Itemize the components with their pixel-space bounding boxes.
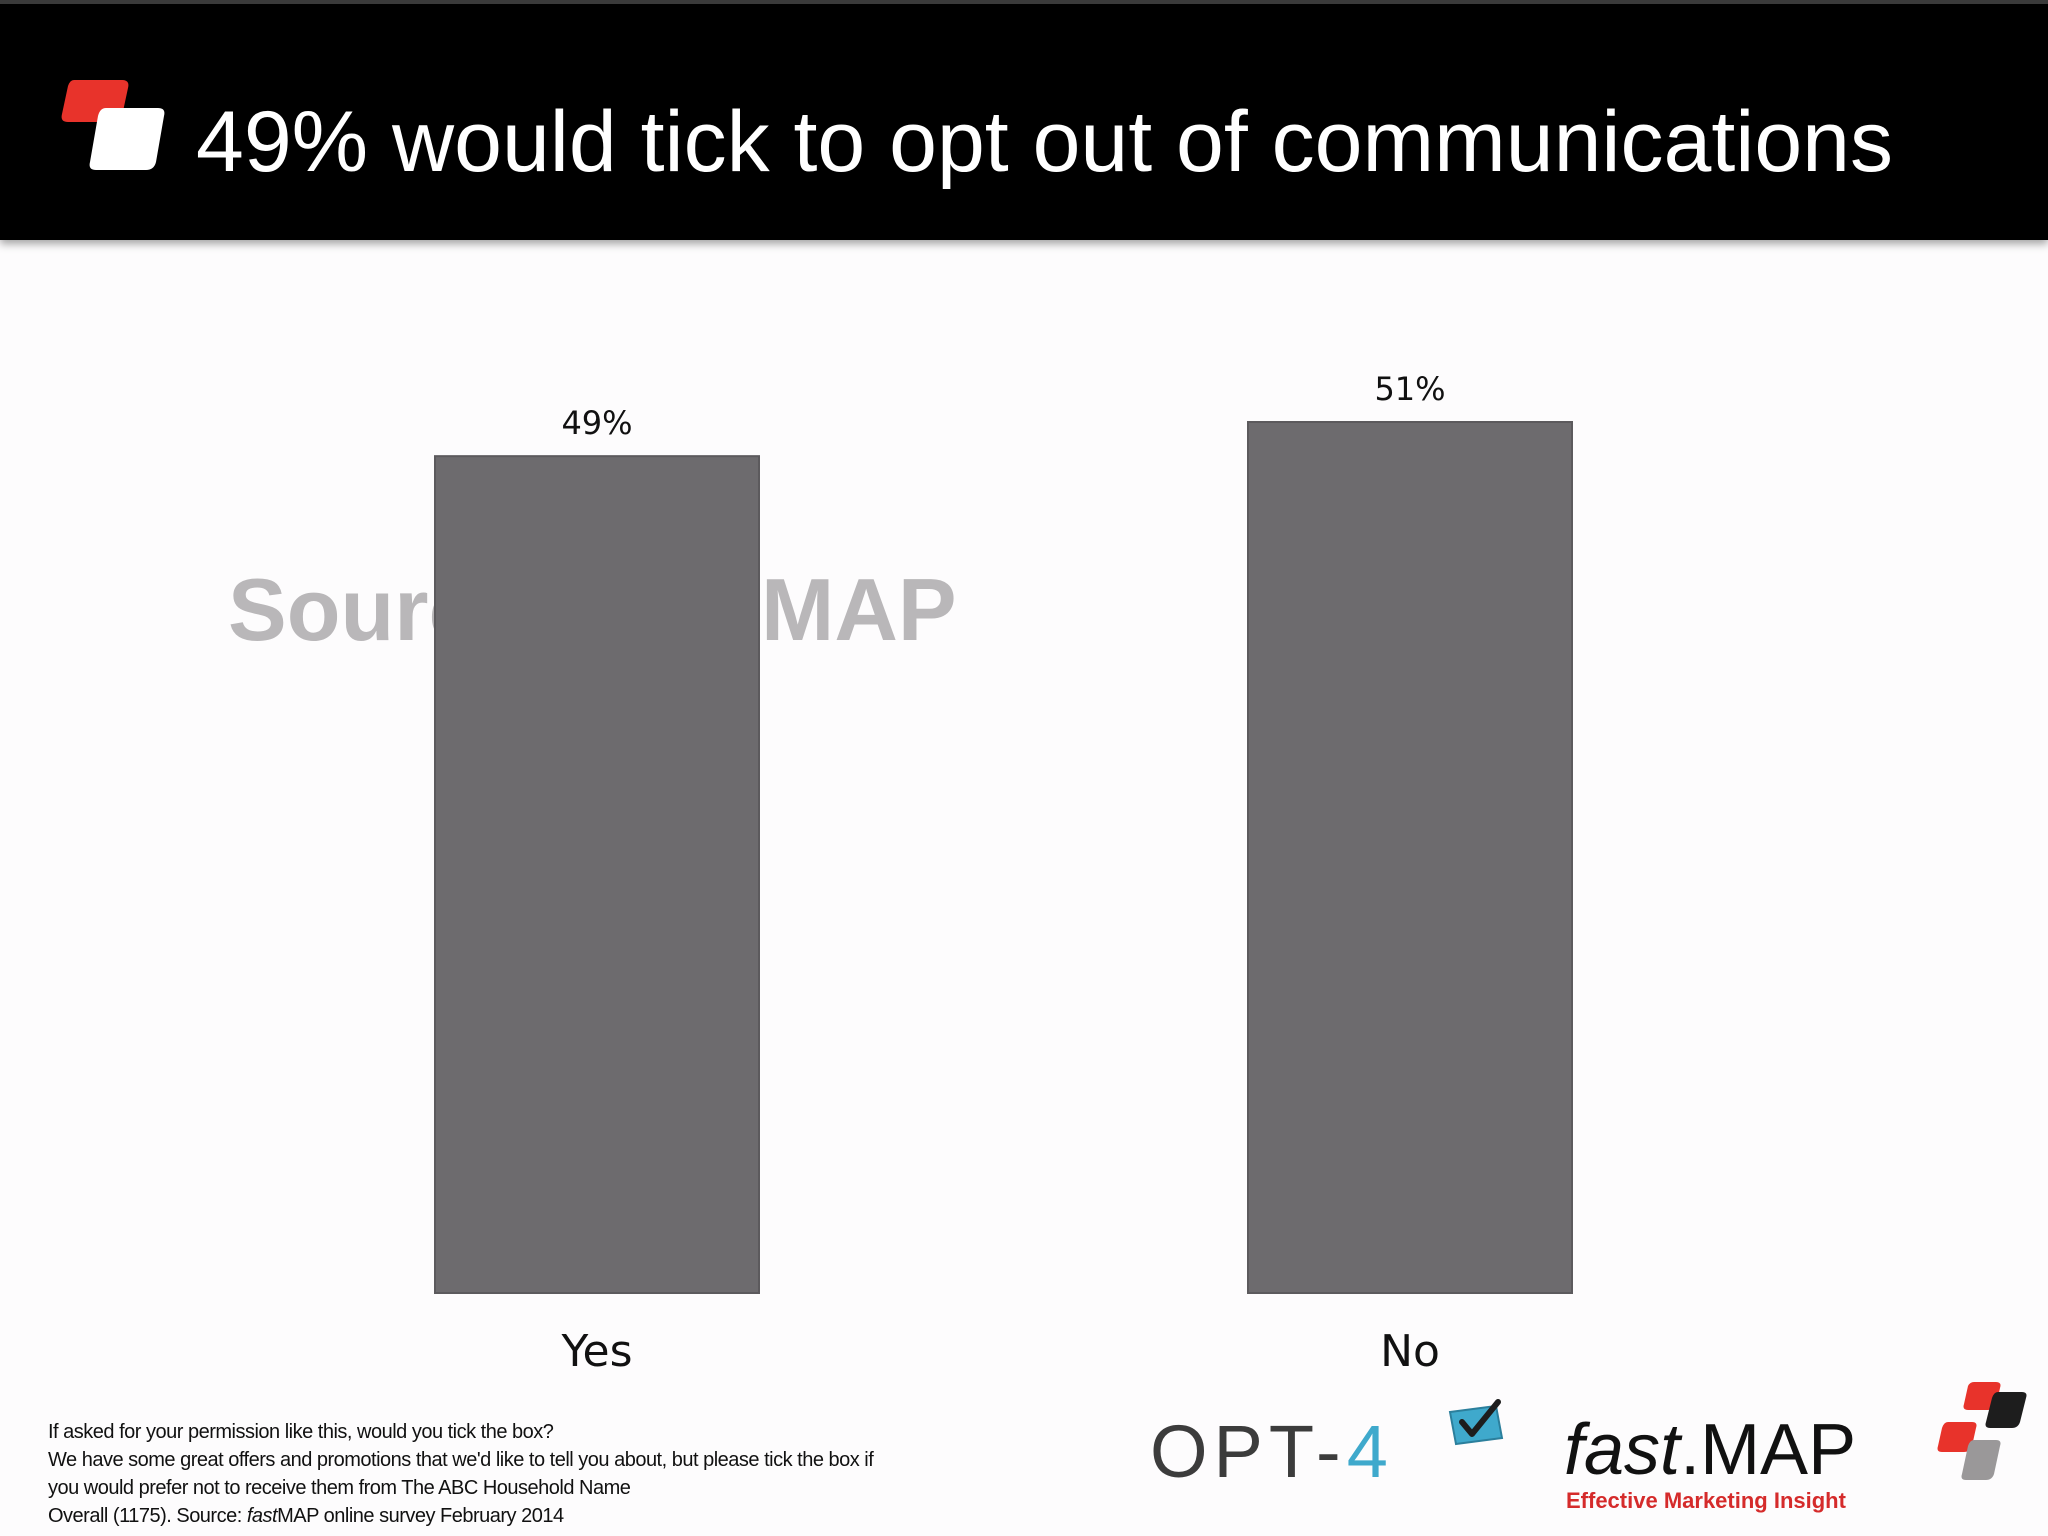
watermark-suffix: .MAP [736, 560, 957, 659]
footnote-source: Overall (1175). Source: fastMAP online s… [48, 1502, 1148, 1530]
opt4-wordmark: OPT-4 [1150, 1412, 1394, 1492]
category-label-no: No [1380, 1326, 1440, 1377]
opt4-text-main: OPT- [1150, 1410, 1347, 1493]
fastmap-rest: .MAP [1680, 1410, 1857, 1490]
footnote-question: If asked for your permission like this, … [48, 1421, 554, 1443]
category-label-yes: Yes [560, 1326, 632, 1377]
bar-no [1247, 421, 1573, 1294]
fastmap-wordmark: fast.MAP [1564, 1412, 1856, 1488]
footnote-source-prefix: Overall (1175). Source: [48, 1505, 247, 1527]
opt4-logo: OPT-4 [1150, 1398, 1520, 1498]
footnote: If asked for your permission like this, … [48, 1418, 1148, 1530]
fastmap-logo: fast.MAP Effective Marketing Insight [1560, 1378, 2040, 1518]
red-white-squares-icon [61, 80, 165, 170]
footnote-source-suffix: MAP online survey February 2014 [277, 1505, 564, 1527]
data-label-yes: 49% [561, 404, 632, 442]
fastmap-italic: fast [1564, 1410, 1681, 1490]
bar-yes [434, 455, 760, 1294]
fastmap-tagline: Effective Marketing Insight [1566, 1488, 1846, 1513]
red-grey-squares-icon [1937, 1382, 2027, 1480]
title-bar: 49% would tick to opt out of communicati… [0, 0, 2048, 240]
opt4-text-num: 4 [1346, 1410, 1394, 1493]
footnote-statement-1: We have some great offers and promotions… [48, 1449, 874, 1471]
footnote-statement-2: you would prefer not to receive them fro… [48, 1477, 631, 1499]
data-label-no: 51% [1374, 370, 1445, 408]
checkbox-tick-icon [1448, 1399, 1504, 1446]
bar-chart: 49% Yes 51% No [434, 370, 1573, 1377]
page-title: 49% would tick to opt out of communicati… [196, 94, 1893, 190]
footnote-source-italic: fast [246, 1505, 278, 1527]
